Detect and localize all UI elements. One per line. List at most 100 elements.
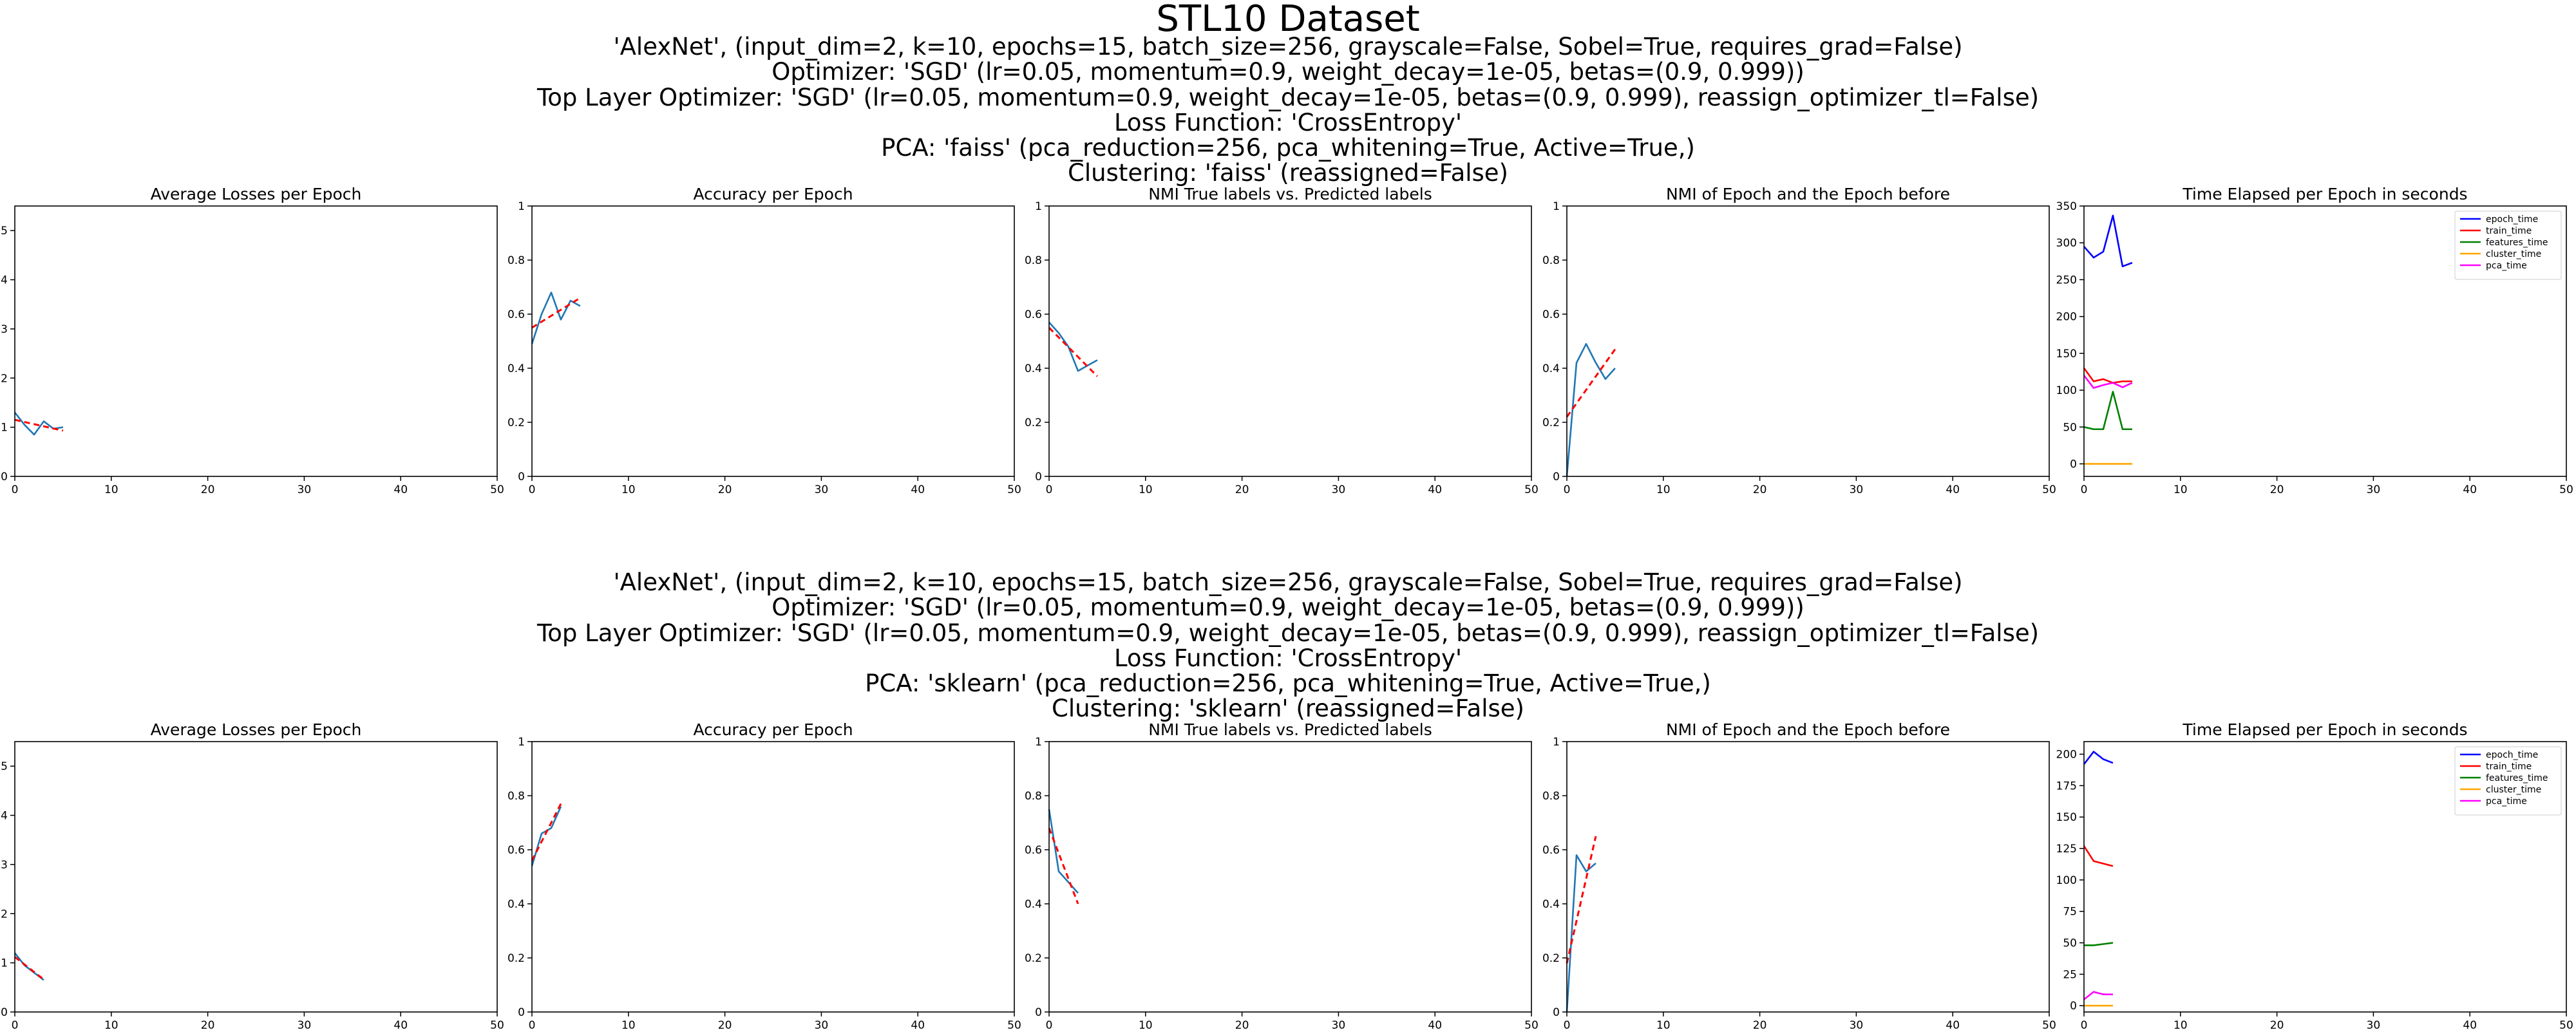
- x-tick-label: 20: [201, 483, 215, 496]
- x-tick-label: 50: [2042, 1019, 2056, 1030]
- x-tick-label: 30: [1850, 1019, 1864, 1030]
- x-tick-label: 0: [529, 483, 536, 496]
- legend-box: [2454, 211, 2562, 280]
- axes-frame: [1048, 205, 1532, 477]
- y-tick-label: 300: [2056, 237, 2077, 250]
- y-tick-label: 0.6: [1542, 308, 1560, 321]
- y-tick-label: 1: [1035, 200, 1042, 213]
- metric-line: [1566, 854, 1596, 1013]
- loss-function-params: Loss Function: 'CrossEntropy': [1113, 644, 1463, 672]
- x-tick-label: 10: [2174, 483, 2188, 496]
- y-tick-label: 75: [2063, 906, 2077, 919]
- pca-params: PCA: 'faiss' (pca_reduction=256, pca_whi…: [881, 134, 1695, 162]
- legend: epoch_timetrain_timefeatures_timecluster…: [2454, 746, 2562, 816]
- x-tick-label: 10: [2174, 1019, 2188, 1030]
- x-tick-label: 30: [1332, 1019, 1346, 1030]
- y-tick-label: 0.2: [1025, 952, 1042, 965]
- x-tick-label: 30: [1850, 483, 1864, 496]
- x-tick-label: 20: [1753, 483, 1767, 496]
- chart-title: Time Elapsed per Epoch in seconds: [2182, 720, 2467, 739]
- chart-panel: Time Elapsed per Epoch in seconds 0 10 20 30…: [2056, 185, 2573, 496]
- pca-params: PCA: 'sklearn' (pca_reduction=256, pca_w…: [865, 670, 1711, 698]
- x-tick-label: 10: [104, 483, 118, 496]
- x-tick-label: 20: [2270, 1019, 2284, 1030]
- chart-title: Average Losses per Epoch: [151, 185, 362, 203]
- model-params: 'AlexNet', (input_dim=2, k=10, epochs=15…: [613, 568, 1963, 596]
- y-tick-label: 0.4: [1542, 362, 1560, 375]
- chart-panel: Average Losses per Epoch 0 10 20 30 40 50 0 1 2 3 4…: [1, 720, 504, 1030]
- train_time-line: [2083, 845, 2114, 867]
- x-tick-label: 20: [1235, 483, 1249, 496]
- x-tick-label: 40: [1428, 483, 1442, 496]
- x-tick-label: 50: [2042, 483, 2056, 496]
- features_time-line: [2083, 391, 2132, 431]
- trend-line: [14, 418, 64, 432]
- train_time-line: [2083, 368, 2132, 384]
- legend-entry: epoch_time: [2486, 750, 2538, 760]
- y-tick-label: 4: [1, 810, 8, 823]
- x-tick-label: 30: [2367, 483, 2381, 496]
- x-tick-label: 50: [1007, 483, 1021, 496]
- x-tick-label: 40: [2463, 1019, 2477, 1030]
- x-tick-label: 10: [1139, 1019, 1153, 1030]
- y-tick-label: 1: [1035, 736, 1042, 749]
- x-tick-label: 10: [621, 483, 636, 496]
- y-tick-label: 0.4: [1542, 898, 1560, 911]
- y-tick-label: 0: [1035, 471, 1042, 483]
- chart-title: Average Losses per Epoch: [151, 720, 362, 739]
- x-tick-label: 20: [1753, 1019, 1767, 1030]
- y-tick-label: 3: [1, 859, 8, 872]
- x-tick-label: 0: [1564, 1019, 1571, 1030]
- x-tick-label: 10: [1656, 483, 1671, 496]
- x-tick-label: 40: [393, 483, 408, 496]
- y-tick-label: 0.6: [1025, 844, 1042, 857]
- y-tick-label: 0: [518, 1006, 525, 1019]
- legend-entry: cluster_time: [2486, 785, 2541, 795]
- y-tick-label: 0.8: [507, 254, 525, 267]
- top-layer-optimizer-params: Top Layer Optimizer: 'SGD' (lr=0.05, mom…: [536, 619, 2040, 647]
- axes-frame: [1566, 741, 2050, 1013]
- legend: epoch_timetrain_timefeatures_timecluster…: [2454, 211, 2562, 280]
- epoch_time-line: [2083, 214, 2133, 268]
- y-tick-label: 1: [518, 200, 525, 213]
- x-tick-label: 10: [621, 1019, 636, 1030]
- chart-panel: Accuracy per Epoch 0 10 20 30 40 50 0 0.2 0.4 0.6 0…: [507, 185, 1021, 496]
- y-tick-label: 25: [2063, 968, 2077, 981]
- y-tick-label: 0.4: [1025, 898, 1042, 911]
- legend-entry: epoch_time: [2486, 214, 2538, 225]
- y-tick-label: 0.8: [1542, 254, 1560, 267]
- y-tick-label: 1: [1, 422, 8, 435]
- epoch_time-line: [2083, 751, 2114, 765]
- y-tick-label: 0.2: [1025, 417, 1042, 429]
- x-tick-label: 40: [1946, 1019, 1960, 1030]
- y-tick-label: 250: [2056, 274, 2077, 286]
- chart-title: Accuracy per Epoch: [693, 185, 853, 203]
- clustering-params: Clustering: 'sklearn' (reassigned=False): [1052, 695, 1524, 723]
- x-tick-label: 50: [1524, 483, 1539, 496]
- chart-panel: Time Elapsed per Epoch in seconds 0 10 20 30…: [2056, 720, 2573, 1030]
- axes-frame: [1566, 205, 2050, 477]
- x-tick-label: 50: [2559, 1019, 2573, 1030]
- trend-line: [1566, 836, 1597, 964]
- y-tick-label: 3: [1, 323, 8, 336]
- legend-box: [2454, 746, 2562, 816]
- y-tick-label: 150: [2056, 811, 2077, 824]
- y-tick-label: 0.2: [1542, 417, 1560, 429]
- x-tick-label: 0: [529, 1019, 536, 1030]
- x-tick-label: 30: [2367, 1019, 2381, 1030]
- y-tick-label: 100: [2056, 874, 2077, 887]
- axes-frame: [1048, 741, 1532, 1013]
- y-tick-label: 0: [1035, 1006, 1042, 1019]
- y-tick-label: 2: [1, 372, 8, 385]
- figure-title: STL10 Dataset: [1156, 0, 1420, 40]
- x-tick-label: 30: [1332, 483, 1346, 496]
- y-tick-label: 1: [1553, 200, 1560, 213]
- y-tick-label: 0.4: [507, 362, 525, 375]
- y-tick-label: 175: [2056, 780, 2077, 792]
- y-tick-label: 0.6: [1542, 844, 1560, 857]
- chart-panel: Average Losses per Epoch 0 10 20 30 40 50 0 1 2 3 4…: [1, 185, 504, 496]
- axes-frame: [531, 205, 1015, 477]
- x-tick-label: 10: [1139, 483, 1153, 496]
